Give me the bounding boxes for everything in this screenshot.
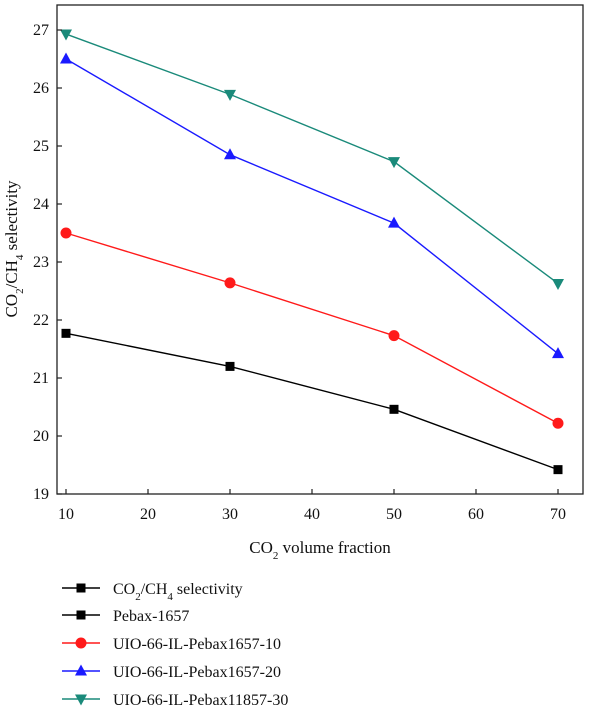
y-tick-label: 20 (33, 428, 49, 445)
plot-area (60, 29, 564, 475)
legend-label: Pebax-1657 (113, 608, 189, 625)
axes: 19 20 21 22 23 24 25 26 27 10 20 30 40 50 60 70 CO2 volu… (2, 4, 584, 562)
y-tick-label: 19 (33, 486, 49, 503)
data-point (60, 52, 72, 64)
x-tick-label: 30 (222, 506, 238, 523)
x-axis-title: CO2 volume fraction (249, 538, 391, 562)
data-point (224, 277, 236, 289)
legend-header: CO2/CH4 selectivity (62, 581, 243, 603)
legend-item-1: Pebax-1657 (62, 608, 189, 625)
y-tick-label: 27 (33, 22, 49, 39)
data-point (389, 404, 399, 414)
data-point (388, 330, 400, 342)
data-point (224, 89, 236, 101)
series-line (65, 332, 559, 471)
series-line (65, 33, 559, 285)
legend-label: UIO-66-IL-Pebax1657-10 (113, 636, 281, 653)
legend-item-2: UIO-66-IL-Pebax1657-10 (62, 636, 281, 653)
legend-marker (76, 610, 86, 620)
series-3 (60, 52, 564, 359)
series-line (65, 232, 559, 424)
y-tick-label: 21 (33, 370, 49, 387)
y-tick-label: 25 (33, 138, 49, 155)
plot-frame (56, 4, 584, 495)
y-tick-label: 23 (33, 254, 49, 271)
data-point (552, 278, 564, 290)
data-point (552, 417, 564, 429)
data-point (553, 465, 563, 475)
series-1 (61, 328, 563, 475)
y-tick-label: 24 (33, 196, 49, 213)
data-point (388, 216, 400, 228)
legend-marker (75, 694, 87, 706)
y-axis-title: CO2/CH4 selectivity (2, 180, 26, 318)
data-point (552, 347, 564, 359)
legend-marker (75, 664, 87, 676)
data-point (60, 29, 72, 41)
x-tick-label: 10 (58, 506, 74, 523)
x-tick-label: 20 (140, 506, 156, 523)
data-point (60, 227, 72, 239)
y-tick-label: 22 (33, 312, 49, 329)
legend-label: CO2/CH4 selectivity (113, 581, 243, 603)
legend: CO2/CH4 selectivity Pebax-1657 UIO-66-IL-P… (62, 581, 288, 708)
x-tick-label: 40 (304, 506, 320, 523)
legend-item-4: UIO-66-IL-Pebax11857-30 (62, 692, 288, 708)
y-tick-label: 26 (33, 80, 49, 97)
x-tick-label: 50 (386, 506, 402, 523)
x-tick-label: 60 (468, 506, 484, 523)
series-4 (60, 29, 564, 290)
legend-label: UIO-66-IL-Pebax11857-30 (113, 692, 288, 708)
data-point (225, 361, 235, 371)
legend-item-3: UIO-66-IL-Pebax1657-20 (62, 664, 281, 681)
data-point (61, 328, 71, 338)
legend-marker (76, 583, 86, 593)
legend-label: UIO-66-IL-Pebax1657-20 (113, 664, 281, 681)
series-2 (60, 227, 564, 429)
data-point (388, 157, 400, 169)
x-tick-label: 70 (550, 506, 566, 523)
series-line (65, 58, 559, 355)
data-point (224, 148, 236, 160)
legend-marker (75, 637, 87, 649)
